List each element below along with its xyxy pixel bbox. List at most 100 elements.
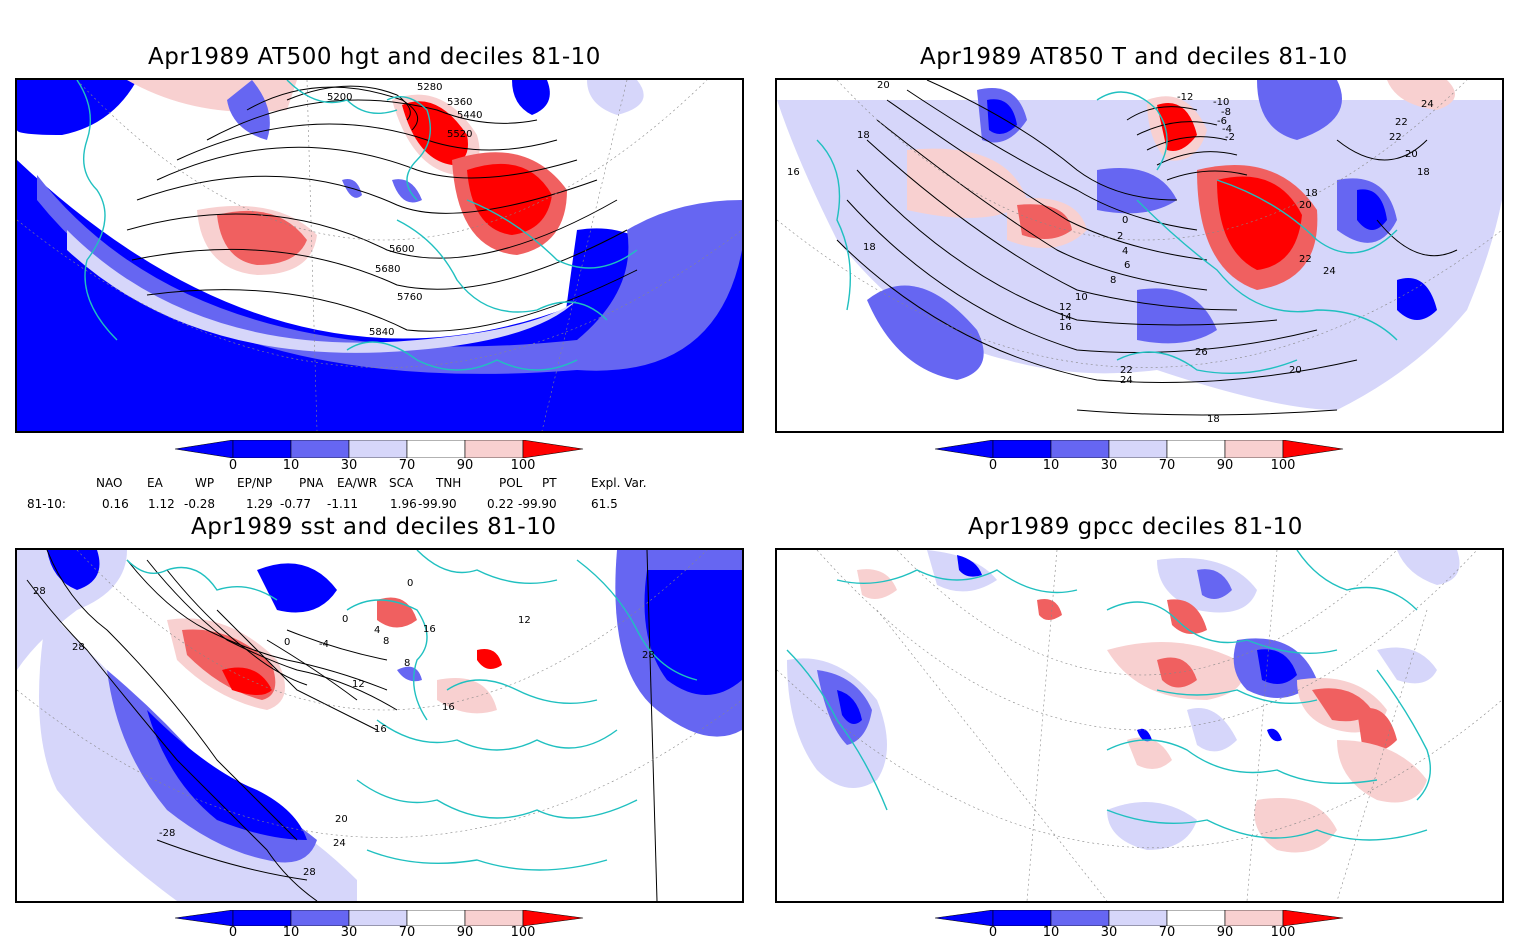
contour-label: 16 [787,167,800,178]
contour-label: 24 [1421,99,1434,110]
contour-label: -6 [1217,116,1227,127]
index-header: EA/WR [337,476,378,490]
colorbar-tick-label: 90 [456,925,474,940]
colorbar-tick-label: 30 [1100,458,1118,473]
colorbar-tick-label: 10 [1042,458,1060,473]
colorbar-tick-label: 0 [228,925,238,940]
contour-label: 22 [1120,365,1133,376]
contour-label: 0 [1122,215,1128,226]
colorbar-tick-label: 70 [1158,458,1176,473]
contour-label: -4 [1222,124,1232,135]
contour-label: 0 [342,614,348,625]
contour-label: -2 [1225,132,1235,143]
index-value: 1.12 [148,497,175,511]
colorbar-tick-label: 100 [1270,925,1296,940]
index-header: SCA [389,476,414,490]
contour-label: 18 [1305,188,1318,199]
height-contours [126,85,638,332]
colorbar-tick-label: 100 [510,458,536,473]
coastlines [786,550,1431,841]
contour-label: -8 [1221,107,1231,118]
contour-label: 18 [1207,414,1220,425]
decile-shading [777,80,1502,410]
panel-title-gpcc: Apr1989 gpcc deciles 81-10 [968,514,1303,540]
index-header: EP/NP [237,476,273,490]
contour-label: 22 [1299,254,1312,265]
index-value: 61.5 [591,497,618,511]
coastlines [126,550,698,871]
temperature-contours [836,80,1458,416]
contour-label: 4 [1122,246,1128,257]
contour-label: 22 [1389,132,1402,143]
colorbar-tick-label: 70 [398,925,416,940]
contour-label: 24 [333,838,346,849]
contour-label: 5360 [447,97,472,108]
colorbar-sst: 0 10 30 70 90 100 [174,909,585,940]
contour-label: 14 [1059,312,1072,323]
contour-label: 24 [1120,375,1133,386]
contour-label: 20 [335,814,348,825]
contour-label: 18 [863,242,876,253]
contour-label: 5280 [417,82,442,93]
panel-title-hgt500: Apr1989 AT500 hgt and deciles 81-10 [148,44,601,70]
index-value: -1.11 [327,497,359,511]
colorbar-tick-label: 90 [456,458,474,473]
contour-label: 8 [1110,275,1116,286]
contour-labels: 5200 5280 5360 5440 5520 5600 5680 5760 … [327,82,482,338]
colorbar-tick-label: 70 [1158,925,1176,940]
decile-shading [17,550,742,901]
index-header: PNA [299,476,324,490]
contour-label: 16 [374,724,387,735]
panel-title-sst: Apr1989 sst and deciles 81-10 [191,514,557,540]
colorbar-tick-label: 100 [510,925,536,940]
contour-label: 0 [407,578,413,589]
contour-label: -12 [1177,92,1193,103]
index-header: PT [542,476,557,490]
contour-label: 12 [352,679,365,690]
contour-label: 5680 [375,264,400,275]
decile-shading [17,80,742,431]
map-t850: 20 18 16 18 -12 -10 -8 -6 -4 -2 0 2 4 6 … [775,78,1504,433]
contour-label: -4 [319,639,329,650]
coastlines [816,91,1398,375]
contour-labels: 20 18 16 18 -12 -10 -8 -6 -4 -2 0 2 4 6 … [787,80,1434,425]
contour-label: 0 [284,637,290,648]
contour-label: 28 [72,642,85,653]
colorbar-tick-label: 30 [340,458,358,473]
map-sst: 28 28 0 0 4 8 0 -4 8 12 16 16 20 24 28 -… [15,548,744,903]
contour-label: -28 [159,828,175,839]
colorbar-gpcc: 0 10 30 70 90 100 [934,909,1345,940]
contour-label: 16 [1059,322,1072,333]
contour-label: 5520 [447,129,472,140]
index-value: -99.90 [518,497,557,511]
colorbar-tick-label: 30 [1100,925,1118,940]
contour-label: 5600 [389,244,414,255]
colorbar-tick-label: 90 [1216,925,1234,940]
contour-label: 18 [1417,167,1430,178]
contour-labels: 28 28 0 0 4 8 0 -4 8 12 16 16 20 24 28 -… [33,578,655,878]
index-header: TNH [436,476,462,490]
contour-label: 24 [1323,266,1336,277]
contour-label: 5200 [327,92,352,103]
contour-label: 18 [857,130,870,141]
index-value: 1.29 [246,497,273,511]
latlon-grid [777,550,1502,901]
contour-label: 28 [642,650,655,661]
colorbar-tick-label: 0 [228,458,238,473]
contour-label: 6 [1124,260,1130,271]
colorbar-tick-label: 0 [988,925,998,940]
latlon-grid [17,80,742,431]
contour-label: 8 [383,636,389,647]
index-value: 0.16 [102,497,129,511]
colorbar-t850: 0 10 30 70 90 100 [934,439,1345,476]
latlon-grid [777,80,1502,368]
map-gpcc [775,548,1504,903]
contour-label: 4 [374,625,380,636]
panel-title-t850: Apr1989 AT850 T and deciles 81-10 [920,44,1348,70]
colorbar-tick-label: 10 [282,925,300,940]
colorbar-ramp [934,909,1344,927]
colorbar-ramp [934,439,1344,459]
colorbar-tick-label: 10 [1042,925,1060,940]
index-value: -0.28 [184,497,216,511]
contour-label: 28 [303,867,316,878]
